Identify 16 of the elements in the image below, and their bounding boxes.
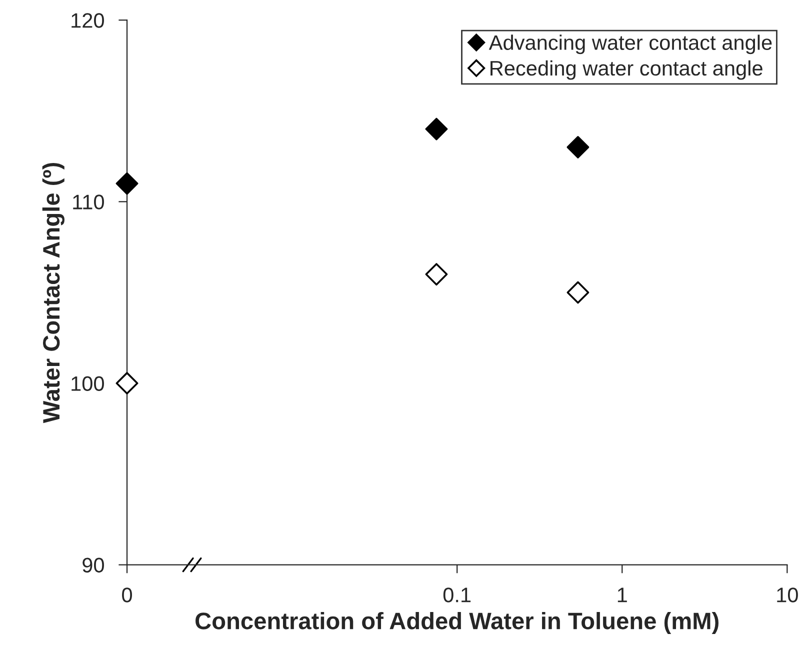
x-tick-label: 0 — [122, 588, 132, 602]
x-axis-title: Concentration of Added Water in Toluene (mM) — [196, 612, 718, 634]
x-tick-label: 10 — [777, 588, 798, 602]
y-tick-label: 120 — [72, 13, 104, 28]
legend-label: Advancing water contact angle — [488, 34, 772, 54]
point — [116, 372, 138, 394]
y-tick-label: 90 — [82, 558, 104, 573]
legend-label: Receding water contact angle — [490, 60, 762, 80]
x-tick-label: 0.1 — [443, 588, 471, 602]
y-tick-label: 110 — [73, 194, 104, 210]
x-tick-label: 1 — [618, 588, 627, 602]
y-tick-label: 100 — [72, 376, 104, 391]
point — [566, 281, 590, 304]
point — [116, 172, 138, 195]
point — [566, 136, 590, 158]
y-axis-title: Water Contact Angle (º) — [42, 162, 64, 424]
